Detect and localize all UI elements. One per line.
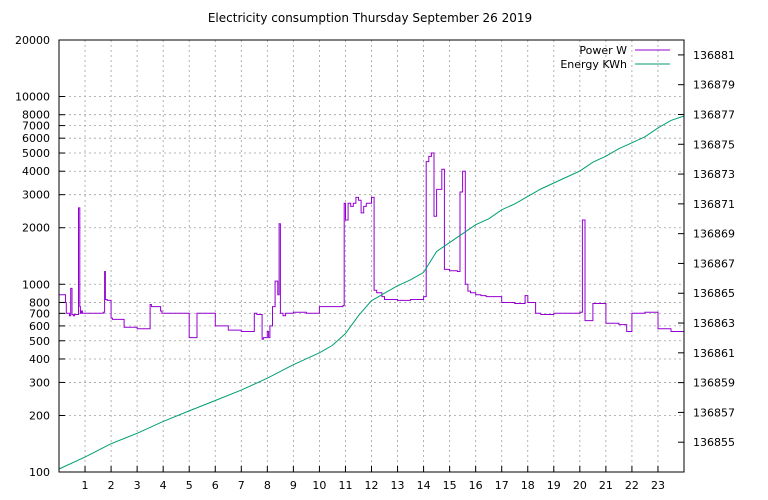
y-tick-label: 100 [29,466,50,479]
x-tick-label: 13 [391,479,405,492]
y-tick-label: 600 [29,320,50,333]
x-tick-label: 12 [365,479,379,492]
y-tick-label: 5000 [22,147,50,160]
y2-axis-ticks: 136855 136857 136859 136861 136863 136865 1368… [678,49,735,449]
x-tick-label: 23 [651,479,665,492]
legend-label-energy: Energy KWh [560,58,627,71]
y-tick-label: 8000 [22,109,50,122]
y2-tick-label: 136859 [693,377,735,390]
y2-tick-label: 136871 [693,198,735,211]
legend: Power W Energy KWh [560,44,670,71]
y2-tick-label: 136867 [693,257,735,270]
x-tick-label: 2 [108,479,115,492]
y-tick-label: 10000 [15,91,50,104]
x-tick-label: 3 [134,479,141,492]
y-tick-label: 300 [29,376,50,389]
y2-tick-label: 136855 [693,436,735,449]
y-tick-label: 20000 [15,34,50,47]
x-tick-label: 10 [312,479,326,492]
grid [59,40,684,472]
series-line-energy [58,115,685,470]
y2-tick-label: 136873 [693,168,735,181]
y-tick-label: 800 [29,296,50,309]
y-tick-label: 200 [29,409,50,422]
x-tick-label: 20 [573,479,587,492]
x-tick-label: 22 [625,479,639,492]
y-tick-label: 400 [29,353,50,366]
y-tick-label: 700 [29,307,50,320]
y-tick-label: 3000 [22,189,50,202]
legend-label-power: Power W [579,44,627,57]
x-tick-label: 11 [338,479,352,492]
y-tick-label: 4000 [22,165,50,178]
y2-tick-label: 136881 [693,49,735,62]
y2-tick-label: 136875 [693,138,735,151]
y-tick-label: 2000 [22,222,50,235]
y2-tick-label: 136869 [693,228,735,241]
y-tick-label: 500 [29,335,50,348]
x-tick-label: 14 [417,479,431,492]
x-tick-label: 16 [469,479,483,492]
x-tick-label: 19 [547,479,561,492]
y2-tick-label: 136863 [693,317,735,330]
series-line-power [59,152,685,340]
y2-tick-label: 136877 [693,108,735,121]
x-tick-label: 1 [82,479,89,492]
x-tick-label: 7 [238,479,245,492]
x-axis-ticks: 1 2 3 4 5 6 7 8 9 10 11 12 13 14 15 16 17 18 19 20 21 22 23 [82,466,665,492]
y2-tick-label: 136865 [693,287,735,300]
x-tick-label: 9 [290,479,297,492]
y-tick-label: 6000 [22,132,50,145]
x-tick-label: 21 [599,479,613,492]
y2-tick-label: 136879 [693,79,735,92]
plot-frame [58,39,685,473]
x-tick-label: 6 [212,479,219,492]
series-layer [58,115,685,470]
x-tick-label: 18 [521,479,535,492]
x-tick-label: 4 [160,479,167,492]
y2-tick-label: 136861 [693,347,735,360]
x-tick-label: 15 [443,479,457,492]
chart-title: Electricity consumption Thursday Septemb… [208,11,532,25]
x-tick-label: 5 [186,479,193,492]
y-tick-label: 1000 [22,278,50,291]
y-tick-label: 7000 [22,120,50,133]
x-tick-label: 8 [264,479,271,492]
x-tick-label: 17 [495,479,509,492]
y2-tick-label: 136857 [693,406,735,419]
